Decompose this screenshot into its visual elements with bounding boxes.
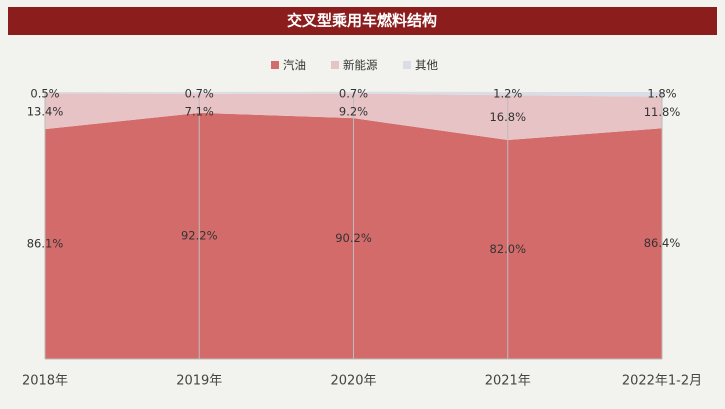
data-label: 86.1% bbox=[27, 237, 64, 251]
data-label: 82.0% bbox=[489, 242, 526, 256]
data-label: 86.4% bbox=[644, 236, 681, 250]
x-tick-label: 2019年 bbox=[176, 374, 222, 389]
title-bar bbox=[8, 7, 717, 35]
data-label: 1.2% bbox=[493, 87, 522, 101]
x-tick-label: 2020年 bbox=[330, 374, 376, 389]
legend-swatch bbox=[331, 61, 339, 69]
data-label: 13.4% bbox=[27, 105, 64, 119]
data-label: 7.1% bbox=[185, 105, 214, 119]
legend-label: 汽油 bbox=[283, 58, 306, 72]
chart-title: 交叉型乘用车燃料结构 bbox=[287, 12, 437, 30]
legend-swatch bbox=[271, 61, 279, 69]
data-label: 11.8% bbox=[644, 105, 681, 119]
x-tick-label: 2022年1-2月 bbox=[622, 374, 702, 389]
data-label: 1.8% bbox=[647, 87, 676, 101]
data-label: 0.7% bbox=[339, 87, 368, 101]
data-label: 90.2% bbox=[335, 231, 372, 245]
x-tick-label: 2018年 bbox=[22, 374, 68, 389]
legend-label: 其他 bbox=[415, 58, 438, 72]
data-label: 9.2% bbox=[339, 105, 368, 119]
data-label: 92.2% bbox=[181, 228, 218, 242]
data-label: 0.7% bbox=[185, 87, 214, 101]
data-label: 0.5% bbox=[30, 87, 59, 101]
legend-label: 新能源 bbox=[343, 58, 378, 72]
data-label: 16.8% bbox=[489, 110, 526, 124]
x-tick-label: 2021年 bbox=[485, 374, 531, 389]
legend-swatch bbox=[403, 61, 411, 69]
